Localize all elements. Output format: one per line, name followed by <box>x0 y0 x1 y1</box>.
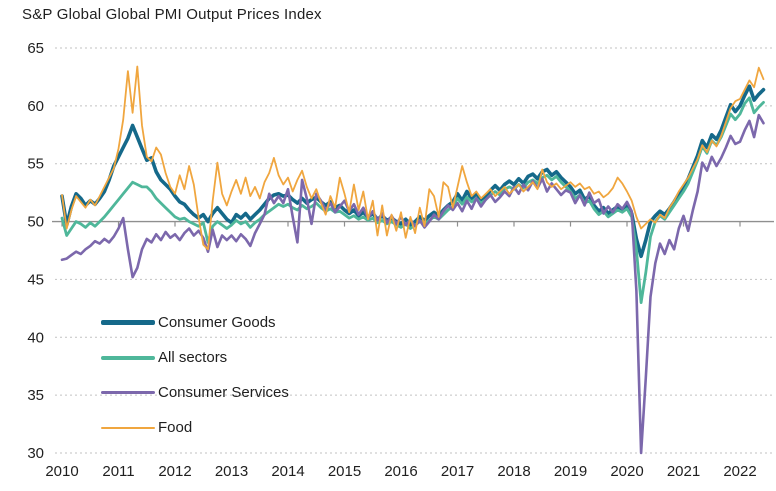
x-axis-label: 2019 <box>554 463 587 480</box>
y-axis-label: 35 <box>27 387 44 404</box>
x-axis-label: 2018 <box>497 463 530 480</box>
legend-item-all-sectors: All sectors <box>101 340 289 375</box>
legend-label-consumer-goods: Consumer Goods <box>158 314 276 331</box>
chart-title: S&P Global Global PMI Output Prices Inde… <box>22 6 322 23</box>
x-axis-label: 2016 <box>384 463 417 480</box>
legend-label-food: Food <box>158 419 193 436</box>
x-axis-label: 2011 <box>102 463 134 480</box>
legend-label-consumer-services: Consumer Services <box>158 384 289 401</box>
legend-label-all-sectors: All sectors <box>158 349 228 366</box>
y-axis-label: 30 <box>27 445 44 462</box>
x-axis-label: 2021 <box>667 463 700 480</box>
x-axis-label: 2015 <box>328 463 361 480</box>
series-line-all-sectors <box>60 96 765 305</box>
x-axis-label: 2020 <box>610 463 643 480</box>
x-axis-label: 2022 <box>723 463 756 480</box>
legend-line-consumer-services <box>101 391 155 394</box>
legend-line-all-sectors <box>101 355 155 360</box>
y-axis-label: 60 <box>27 98 44 115</box>
y-axis-label: 45 <box>27 271 44 288</box>
x-axis-label: 2013 <box>215 463 248 480</box>
series-line-consumer-goods <box>60 84 766 259</box>
legend-line-consumer-goods <box>101 320 155 325</box>
x-axis-label: 2014 <box>271 463 304 480</box>
y-axis-label: 50 <box>27 214 44 231</box>
series-line-food <box>61 65 765 251</box>
y-axis-label: 40 <box>27 329 44 346</box>
legend-item-consumer-goods: Consumer Goods <box>101 305 289 340</box>
chart-legend: Consumer Goods All sectors Consumer Serv… <box>101 305 289 445</box>
legend-item-consumer-services: Consumer Services <box>101 375 289 410</box>
legend-line-food <box>101 426 155 429</box>
y-axis-label: 65 <box>27 40 44 57</box>
x-axis-label: 2012 <box>158 463 191 480</box>
y-axis-label: 55 <box>27 156 44 173</box>
x-axis-label: 2010 <box>45 463 78 480</box>
legend-item-food: Food <box>101 410 289 445</box>
x-axis-label: 2017 <box>441 463 474 480</box>
